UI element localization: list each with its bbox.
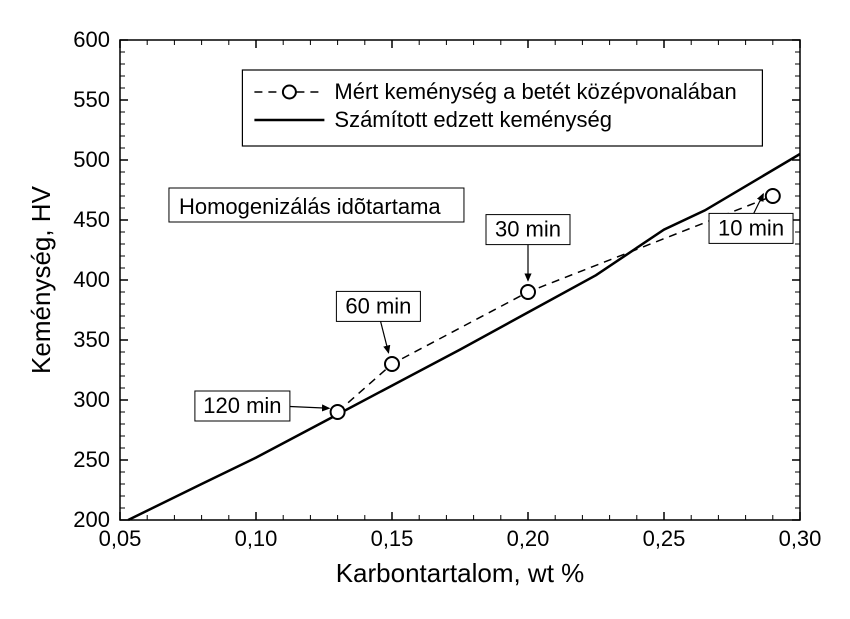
x-tick-label: 0,25 [643, 526, 686, 551]
y-tick-label: 450 [73, 207, 110, 232]
annotation-arrow [290, 406, 329, 408]
y-tick-label: 300 [73, 387, 110, 412]
x-tick-label: 0,20 [507, 526, 550, 551]
chart-container: 0,050,100,150,200,250,30Karbontartalom, … [0, 0, 850, 619]
x-tick-label: 0,30 [779, 526, 822, 551]
y-tick-label: 250 [73, 447, 110, 472]
y-tick-label: 550 [73, 87, 110, 112]
y-tick-label: 500 [73, 147, 110, 172]
y-tick-label: 200 [73, 507, 110, 532]
x-tick-label: 0,15 [371, 526, 414, 551]
legend-label-measured: Mért keménység a betét középvonalában [334, 79, 736, 104]
data-marker [521, 285, 535, 299]
y-tick-label: 600 [73, 27, 110, 52]
legend-marker-icon [283, 86, 296, 99]
y-axis-title: Keménység, HV [26, 185, 56, 374]
data-marker [331, 405, 345, 419]
y-tick-label: 400 [73, 267, 110, 292]
title-annotation-text: Homogenizálás idõtartama [179, 194, 441, 219]
annotation-arrow [754, 194, 764, 214]
annotation-arrow [381, 321, 389, 352]
annotation-label: 30 min [495, 217, 561, 242]
x-axis-title: Karbontartalom, wt % [336, 558, 585, 588]
data-marker [766, 189, 780, 203]
y-tick-label: 350 [73, 327, 110, 352]
x-tick-label: 0,10 [235, 526, 278, 551]
annotation-label: 10 min [718, 215, 784, 240]
data-marker [385, 357, 399, 371]
legend-label-calculated: Számított edzett keménység [334, 107, 612, 132]
chart-svg: 0,050,100,150,200,250,30Karbontartalom, … [0, 0, 850, 619]
annotation-label: 60 min [345, 293, 411, 318]
annotation-label: 120 min [203, 393, 281, 418]
